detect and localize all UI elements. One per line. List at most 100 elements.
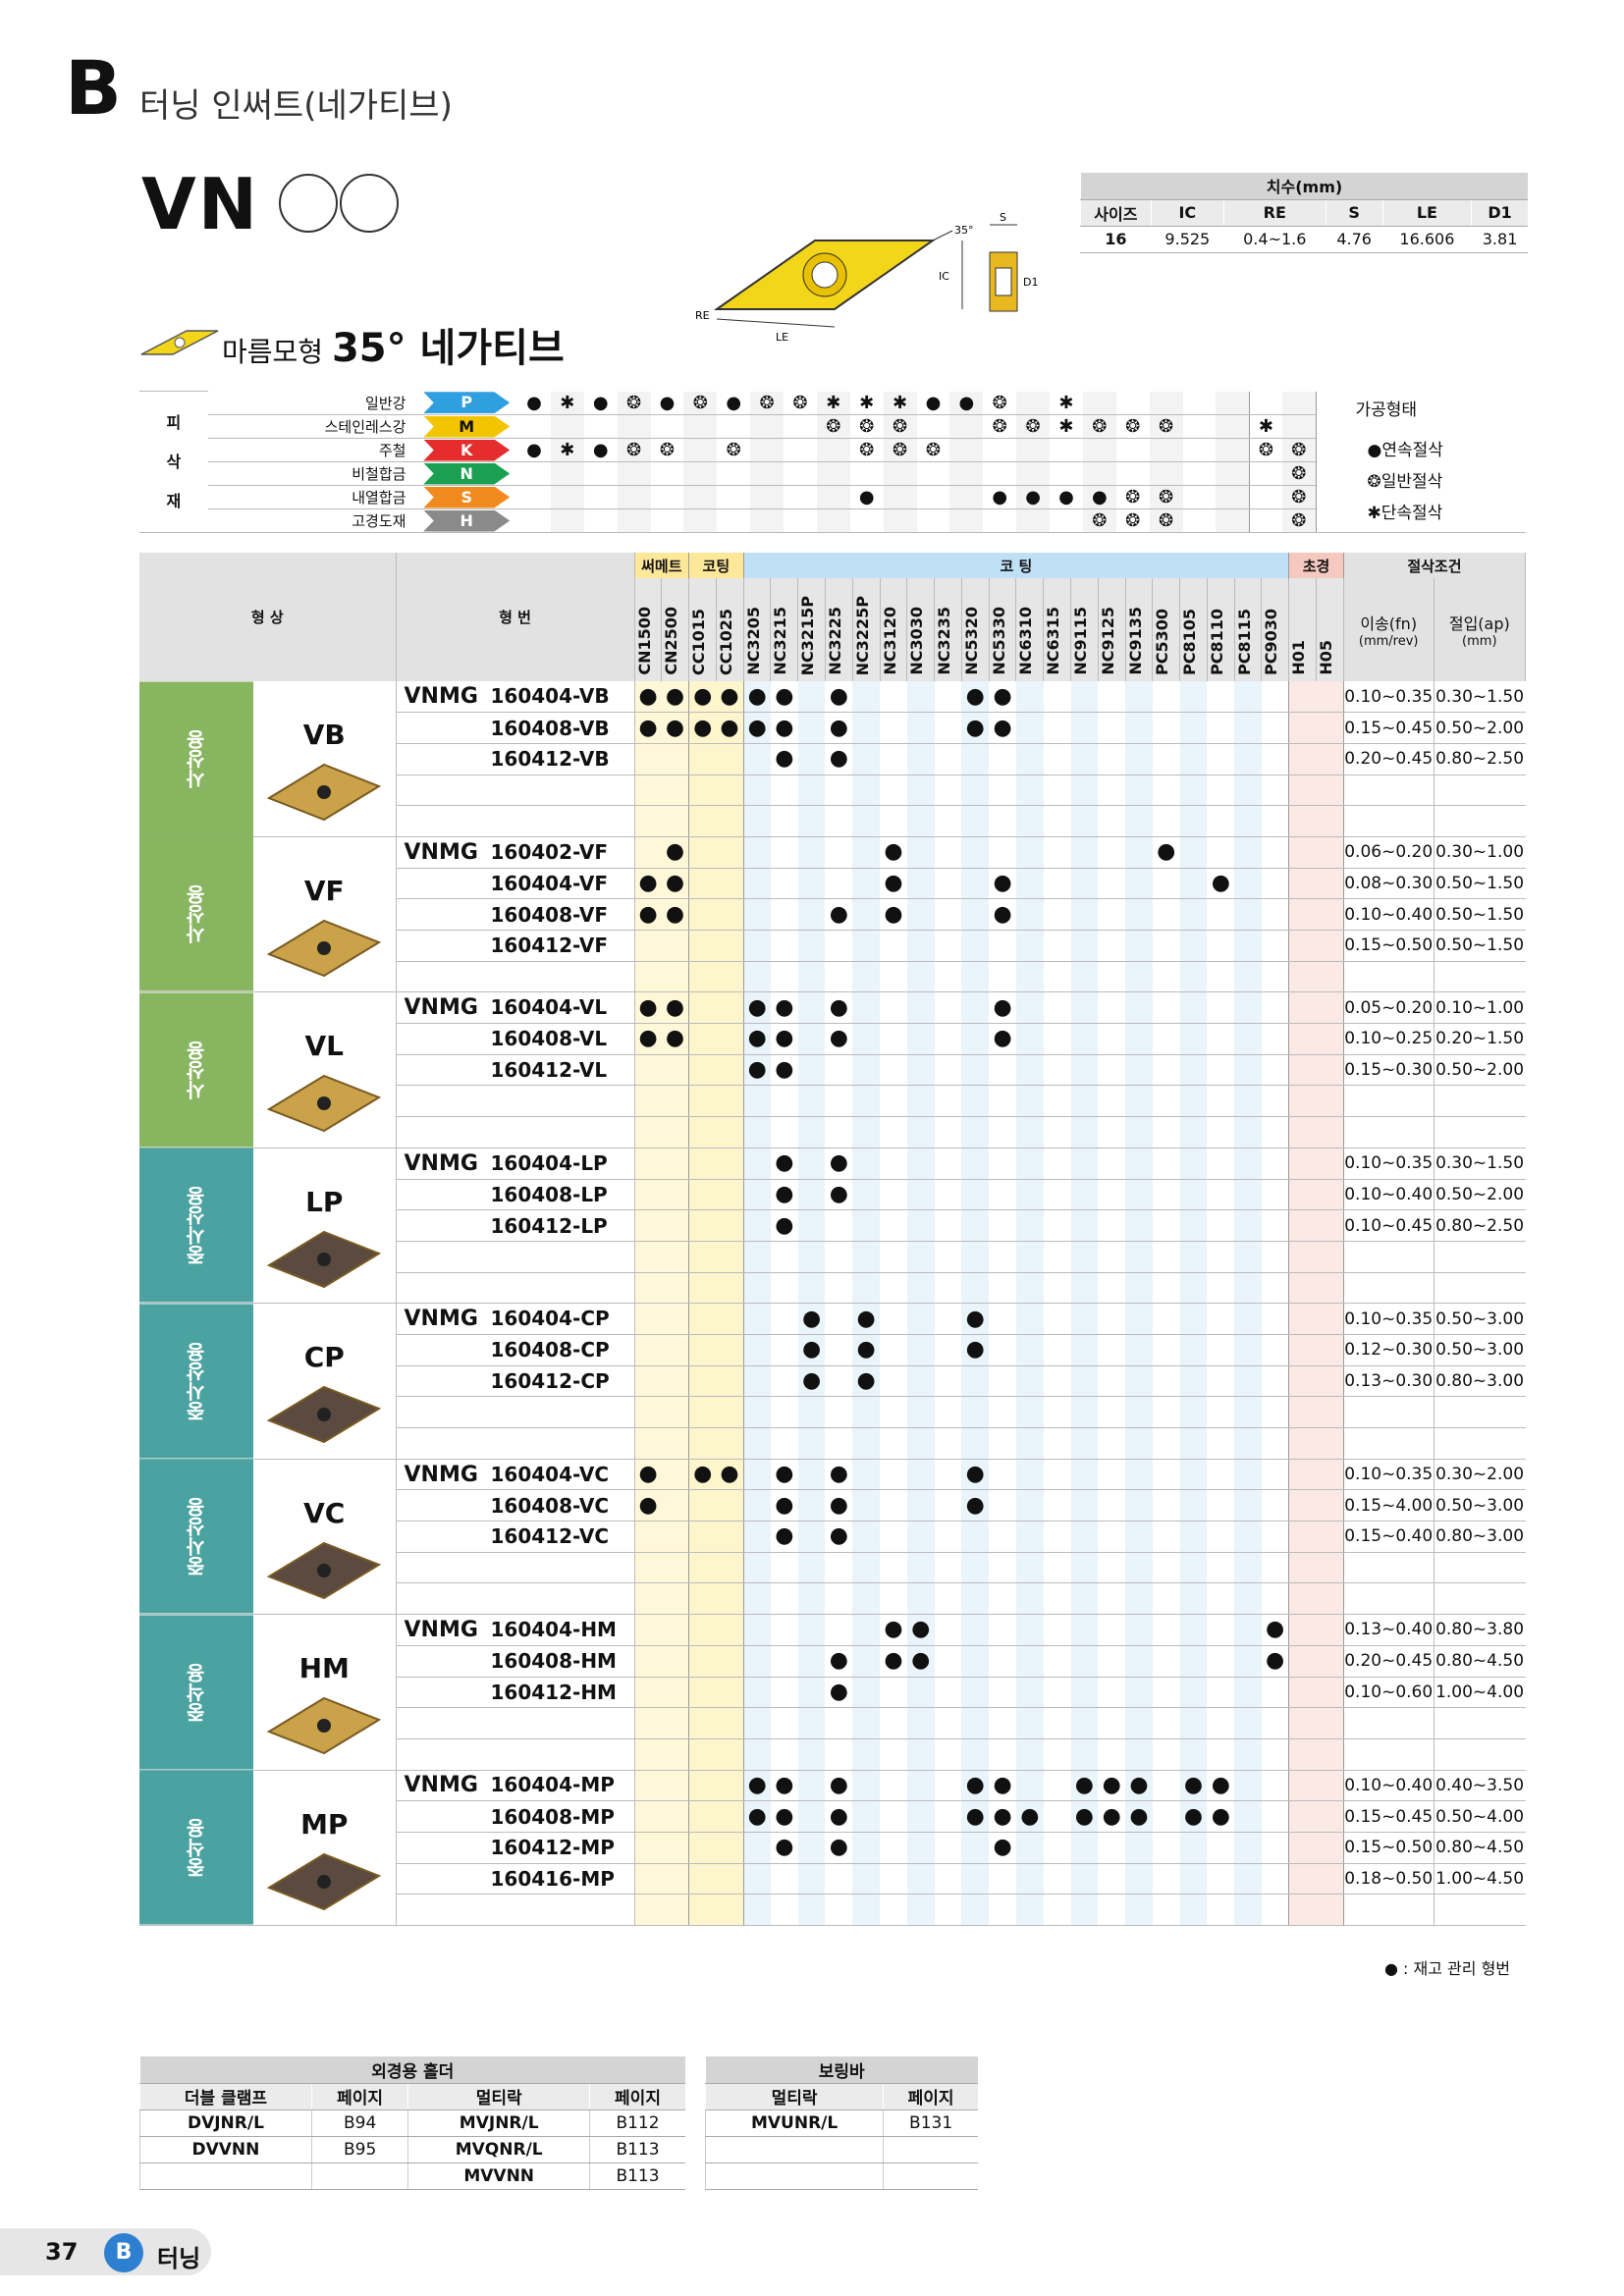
grade-mark <box>1261 836 1290 869</box>
feed-value: 0.20~0.45 <box>1343 1645 1435 1678</box>
grade-mark: ● <box>634 991 662 1025</box>
grade-mark <box>852 1770 881 1802</box>
material-table: 피 삭 재 일반강 P ● ✱ ● ❂ ● ❂ ● ❂ ❂ ✱ ✱ ✱ ● ● ❂ ✱ 가공형태 ●연속절삭 ❂일반절삭 ✱단속… <box>139 391 1526 533</box>
grade-mark <box>1098 868 1126 900</box>
grade-mark <box>961 930 990 962</box>
grade-mark <box>797 898 826 931</box>
feed-value <box>1343 1894 1435 1926</box>
grade-mark <box>1152 1023 1180 1055</box>
table-cell: DVVNN <box>139 2136 312 2163</box>
grade-mark <box>1234 1677 1262 1709</box>
material-mark: ❂ <box>1082 508 1116 533</box>
material-mark <box>1182 414 1217 439</box>
grade-mark <box>1125 836 1153 869</box>
grade-mark <box>880 1770 907 1802</box>
grade-mark <box>1261 1148 1290 1180</box>
grade-mark <box>1179 712 1208 744</box>
grade-mark <box>1288 1085 1317 1118</box>
grade-mark <box>1152 1552 1180 1584</box>
grade-mark <box>1288 1832 1317 1864</box>
grade-mark <box>880 743 907 775</box>
grade-mark <box>1207 1365 1235 1398</box>
grade-mark <box>1288 1054 1317 1087</box>
angle-label: 35° <box>954 224 974 237</box>
material-mark: ✱ <box>1050 391 1083 415</box>
grade-mark <box>961 1645 990 1678</box>
grade-mark <box>634 1552 662 1584</box>
grade-mark <box>688 774 717 807</box>
grade-mark <box>934 1427 962 1460</box>
grade-mark <box>1316 743 1344 775</box>
table-cell: B95 <box>310 2136 408 2163</box>
grade-mark <box>1098 1894 1126 1926</box>
grade-mark <box>1316 1677 1344 1709</box>
grade-mark: ● <box>743 712 771 744</box>
part-number-cell: 160412-VB <box>396 743 635 775</box>
grade-mark <box>1070 1645 1099 1678</box>
grade-mark <box>825 1365 853 1398</box>
grade-mark <box>1070 1552 1099 1584</box>
grade-mark <box>1207 1459 1235 1491</box>
material-mark <box>816 438 850 462</box>
grade-mark <box>961 1179 990 1211</box>
part-number: 160404-VB <box>490 684 610 709</box>
grade-mark <box>1070 836 1099 869</box>
grade-mark: ● <box>825 1489 853 1522</box>
material-name: 스테인레스강 <box>207 414 416 439</box>
grade-mark <box>1152 1582 1180 1616</box>
grade-mark <box>1015 1303 1044 1335</box>
grade-mark: ● <box>825 1770 853 1802</box>
grade-mark <box>661 774 690 807</box>
grade-mark: ● <box>825 1179 853 1211</box>
grade-mark <box>1288 836 1317 869</box>
grade-mark <box>961 1677 990 1709</box>
grade-mark <box>1015 712 1044 744</box>
rhombus-icon <box>140 330 219 355</box>
part-number-cell <box>396 1894 635 1926</box>
grade-mark <box>1288 1489 1317 1522</box>
grade-mark <box>1207 1148 1235 1180</box>
material-mark: ✱ <box>883 391 917 415</box>
grade-mark <box>1070 1272 1099 1305</box>
feed-label: 이송(fn) <box>1360 614 1418 633</box>
grade-mark <box>961 1365 990 1398</box>
grade-mark <box>1043 1148 1071 1180</box>
grade-mark <box>743 1085 771 1118</box>
grade-mark <box>1152 774 1180 807</box>
grade-header: NC6310 <box>1015 578 1045 681</box>
material-name: 내열합금 <box>207 485 416 509</box>
material-mark: ❂ <box>1282 438 1316 462</box>
grade-mark <box>1207 1334 1235 1366</box>
grade-mark <box>743 1396 771 1428</box>
grade-mark <box>634 1800 662 1833</box>
grade-mark <box>797 836 826 869</box>
grade-mark <box>1234 1489 1262 1522</box>
grade-mark <box>688 898 717 931</box>
usage-label: 중사상용 <box>139 1303 253 1460</box>
grade-mark <box>1015 1241 1044 1273</box>
grade-mark <box>1234 1209 1262 1242</box>
grade-mark <box>1288 774 1317 807</box>
grade-mark <box>934 836 962 869</box>
part-number-cell: 160404-VF <box>396 868 635 900</box>
grade-mark <box>1179 1334 1208 1366</box>
grade-mark: ● <box>989 712 1016 744</box>
material-mark <box>983 461 1017 486</box>
grade-mark <box>1234 712 1262 744</box>
material-mark <box>583 508 618 533</box>
grade-mark <box>688 1241 717 1273</box>
grade-mark <box>1098 1832 1126 1864</box>
material-mark <box>1115 461 1150 486</box>
depth-value: 0.30~1.50 <box>1434 681 1526 714</box>
part-number: 160404-VL <box>490 995 608 1020</box>
grade-mark <box>1288 1645 1317 1678</box>
grade-mark <box>770 1582 798 1616</box>
boring-table: 보링바 멀티락 페이지 MVUNR/L B131 <box>704 2056 978 2190</box>
depth-value <box>1434 1894 1526 1926</box>
grade-mark: ● <box>770 1209 798 1242</box>
material-mark: ❂ <box>617 438 651 462</box>
grade-mark <box>743 1582 771 1616</box>
grade-mark <box>906 1054 935 1087</box>
material-mark <box>1282 391 1316 415</box>
material-mark: ❂ <box>1282 485 1316 509</box>
